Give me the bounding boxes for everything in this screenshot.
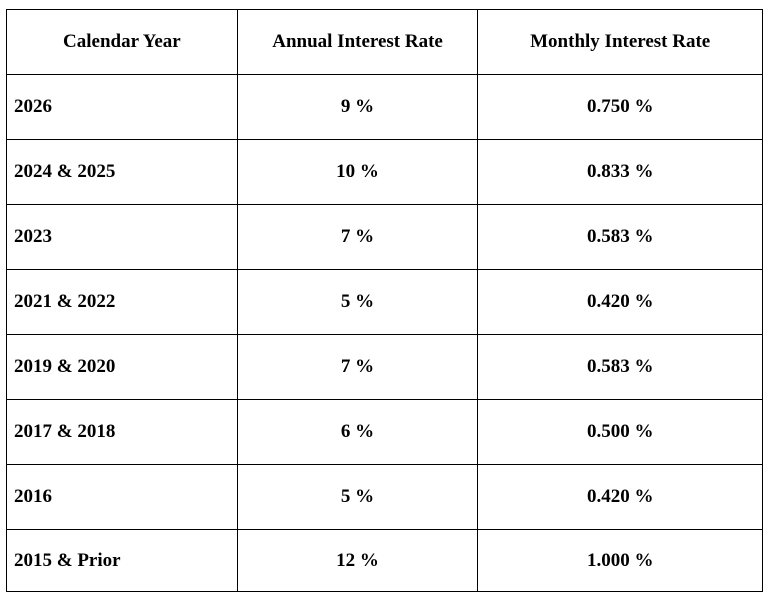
table-cell: 5 % bbox=[236, 464, 479, 530]
table-cell: 0.583 % bbox=[477, 204, 763, 270]
table-cell: 0.500 % bbox=[477, 399, 763, 465]
header-cell: Calendar Year bbox=[6, 9, 238, 75]
table-cell: 6 % bbox=[236, 399, 479, 465]
table-row: 2015 & Prior 12 % 1.000 % bbox=[6, 529, 763, 592]
table-cell: 10 % bbox=[236, 139, 479, 205]
table-cell: 0.833 % bbox=[477, 139, 763, 205]
table-row: 2017 & 2018 6 % 0.500 % bbox=[6, 399, 763, 465]
header-cell: Monthly Interest Rate bbox=[477, 9, 763, 75]
table-row: 2026 9 % 0.750 % bbox=[6, 74, 763, 140]
table-cell: 2016 bbox=[6, 464, 238, 530]
header-row: Calendar Year Annual Interest Rate Monthly… bbox=[6, 9, 763, 75]
table-row: 2023 7 % 0.583 % bbox=[6, 204, 763, 270]
table-row: 2019 & 2020 7 % 0.583 % bbox=[6, 334, 763, 400]
table-cell: 2017 & 2018 bbox=[6, 399, 238, 465]
table-cell: 2026 bbox=[6, 74, 238, 140]
table-cell: 0.420 % bbox=[477, 464, 763, 530]
table-cell: 7 % bbox=[236, 204, 479, 270]
table-cell: 9 % bbox=[236, 74, 479, 140]
table-body: 2026 9 % 0.750 % 2024 & 2025 10 % 0.833 % 2023… bbox=[6, 74, 763, 592]
table-header: Calendar Year Annual Interest Rate Monthly… bbox=[6, 9, 763, 75]
table-cell: 0.750 % bbox=[477, 74, 763, 140]
table-cell: 2015 & Prior bbox=[6, 529, 238, 592]
table-cell: 1.000 % bbox=[477, 529, 763, 592]
header-cell: Annual Interest Rate bbox=[236, 9, 479, 75]
table-cell: 2019 & 2020 bbox=[6, 334, 238, 400]
table-cell: 5 % bbox=[236, 269, 479, 335]
table-cell: 2021 & 2022 bbox=[6, 269, 238, 335]
table-row: 2024 & 2025 10 % 0.833 % bbox=[6, 139, 763, 205]
table-cell: 2023 bbox=[6, 204, 238, 270]
table-row: 2016 5 % 0.420 % bbox=[6, 464, 763, 530]
table-row: 2021 & 2022 5 % 0.420 % bbox=[6, 269, 763, 335]
table-cell: 0.583 % bbox=[477, 334, 763, 400]
table-cell: 12 % bbox=[236, 529, 479, 592]
table-cell: 7 % bbox=[236, 334, 479, 400]
table-cell: 0.420 % bbox=[477, 269, 763, 335]
table-cell: 2024 & 2025 bbox=[6, 139, 238, 205]
interest-rate-table: Calendar Year Annual Interest Rate Monthly… bbox=[6, 9, 763, 592]
